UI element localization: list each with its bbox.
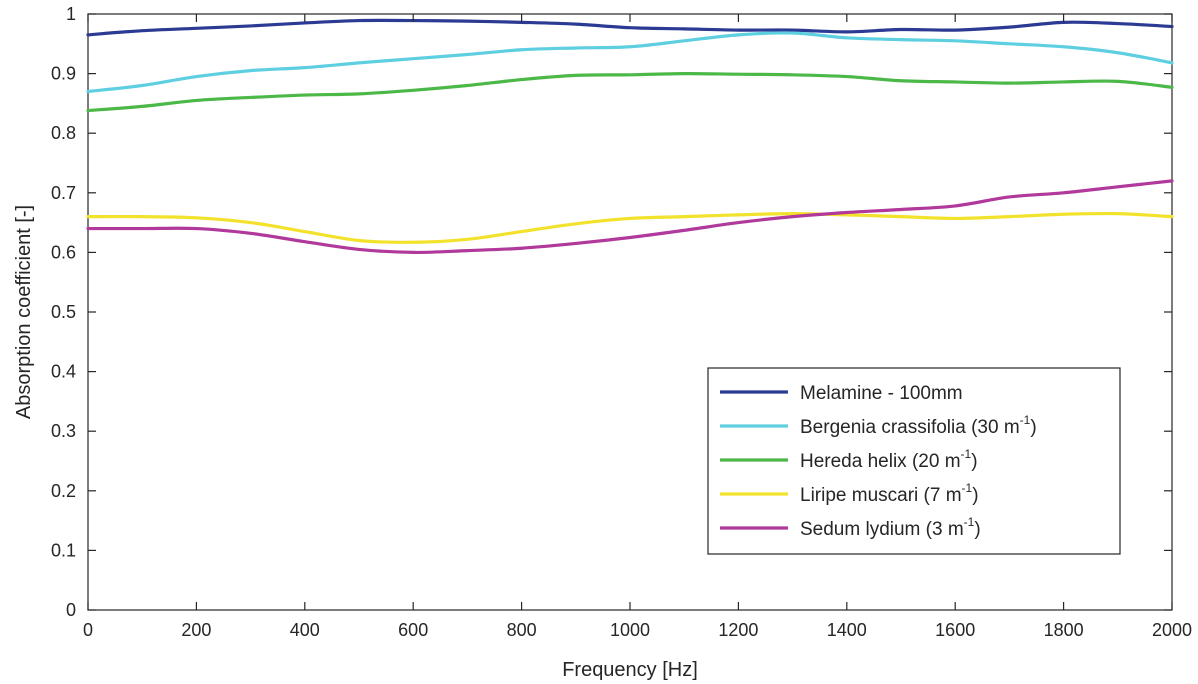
- x-axis-label: Frequency [Hz]: [562, 659, 698, 681]
- series-layer: [86, 18, 1174, 255]
- x-tick-label: 1000: [610, 620, 650, 640]
- legend-label-1: Melamine - 100mm: [800, 383, 963, 404]
- y-tick-label: 0.1: [51, 540, 76, 560]
- legend-label-tail: ): [972, 485, 978, 506]
- x-tick-label: 400: [290, 620, 320, 640]
- y-tick-label: 0.6: [51, 242, 76, 262]
- x-tick-label: 200: [181, 620, 211, 640]
- legend-label-4: Liripe muscari (7 m-1): [800, 481, 979, 506]
- y-tick-label: 0.4: [51, 362, 76, 382]
- legend-label-tail: ): [1030, 417, 1036, 438]
- x-tick-label: 1200: [718, 620, 758, 640]
- y-tick-label: 1: [66, 4, 76, 24]
- y-tick-label: 0.9: [51, 64, 76, 84]
- x-ticks: 0 200 400 600 800 1000 1200 1400 1600 1800 2000: [83, 14, 1192, 640]
- x-tick-label: 1400: [827, 620, 867, 640]
- y-tick-label: 0.3: [51, 421, 76, 441]
- x-tick-label: 0: [83, 620, 93, 640]
- legend: Melamine - 100mm Bergenia crassifolia (30…: [707, 367, 1121, 555]
- legend-label-tail: ): [974, 519, 980, 540]
- y-tick-label: 0: [66, 600, 76, 620]
- x-tick-label: 2000: [1152, 620, 1192, 640]
- series-line-3: [86, 71, 1174, 113]
- series-line-1: [86, 18, 1174, 37]
- legend-label-main: Bergenia crassifolia (30 m: [800, 417, 1020, 438]
- series-line-5: [86, 179, 1174, 255]
- legend-label-superscript: -1: [961, 447, 972, 461]
- legend-label-superscript: -1: [1020, 413, 1031, 427]
- y-axis-label: Absorption coefficient [-]: [13, 205, 35, 419]
- y-tick-label: 0.5: [51, 302, 76, 322]
- x-tick-label: 1800: [1044, 620, 1084, 640]
- legend-entries: Melamine - 100mm Bergenia crassifolia (30…: [720, 383, 1037, 540]
- y-tick-label: 0.7: [51, 183, 76, 203]
- legend-label-main: Sedum lydium (3 m: [800, 519, 964, 540]
- legend-label-superscript: -1: [964, 515, 975, 529]
- legend-label-5: Sedum lydium (3 m-1): [800, 515, 981, 540]
- y-ticks: 0 0.1 0.2 0.3 0.4 0.5 0.6 0.7 0.8 0.9 1: [51, 4, 1172, 620]
- plot-area: 0 200 400 600 800 1000 1200 1400 1600 1800 2000 00…: [51, 4, 1192, 640]
- x-tick-label: 1600: [935, 620, 975, 640]
- legend-label-main: Melamine - 100mm: [800, 383, 963, 404]
- y-tick-label: 0.2: [51, 481, 76, 501]
- x-tick-label: 800: [507, 620, 537, 640]
- x-tick-label: 600: [398, 620, 428, 640]
- y-tick-label: 0.8: [51, 123, 76, 143]
- legend-label-tail: ): [971, 451, 977, 472]
- legend-label-2: Bergenia crassifolia (30 m-1): [800, 413, 1037, 438]
- legend-label-main: Hereda helix (20 m: [800, 451, 961, 472]
- series-line-2: [86, 31, 1174, 94]
- legend-label-superscript: -1: [962, 481, 973, 495]
- legend-label-3: Hereda helix (20 m-1): [800, 447, 978, 472]
- legend-label-main: Liripe muscari (7 m: [800, 485, 962, 506]
- series-line-4: [86, 211, 1174, 244]
